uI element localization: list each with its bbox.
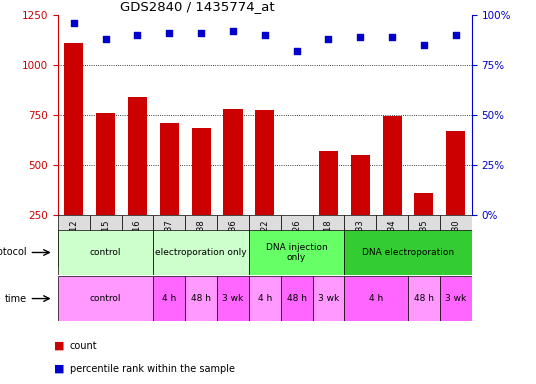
Point (292, 48, 301, 55)
Text: DNA injection
only: DNA injection only (266, 243, 327, 262)
Bar (319, 151, 338, 265)
Text: control: control (90, 248, 121, 257)
Bar (408, 276, 440, 321)
Text: GSM154237: GSM154237 (165, 219, 174, 270)
Text: GSM154236: GSM154236 (228, 219, 237, 270)
Text: 3 wk: 3 wk (318, 294, 339, 303)
Bar (122, 215, 153, 267)
Bar (185, 215, 217, 267)
Text: 3 wk: 3 wk (222, 294, 243, 303)
Bar (96, 113, 115, 265)
Bar (344, 215, 376, 267)
Bar (376, 215, 408, 267)
Bar (249, 230, 344, 275)
Point (420, 42, 428, 48)
Bar (249, 276, 281, 321)
Bar (153, 276, 185, 321)
Bar (440, 276, 472, 321)
Bar (255, 110, 274, 265)
Text: GSM154238: GSM154238 (197, 219, 206, 270)
Text: GSM154226: GSM154226 (292, 219, 301, 270)
Text: GSM154235: GSM154235 (420, 219, 428, 270)
Bar (160, 123, 179, 265)
Text: 48 h: 48 h (287, 294, 307, 303)
Point (101, 36, 110, 42)
Bar (281, 276, 312, 321)
Bar (344, 276, 408, 321)
Bar (58, 230, 153, 275)
Text: DNA electroporation: DNA electroporation (362, 248, 454, 257)
Text: GSM154222: GSM154222 (260, 219, 269, 270)
Point (70, 20, 78, 26)
Point (229, 28, 237, 35)
Bar (64, 43, 84, 265)
Text: GSM154218: GSM154218 (324, 219, 333, 270)
Text: 4 h: 4 h (258, 294, 272, 303)
Point (165, 30, 174, 36)
Bar (153, 230, 249, 275)
Text: GSM154215: GSM154215 (101, 219, 110, 270)
Text: electroporation only: electroporation only (155, 248, 247, 257)
Text: 3 wk: 3 wk (445, 294, 466, 303)
Text: percentile rank within the sample: percentile rank within the sample (70, 364, 235, 374)
Text: GSM154212: GSM154212 (69, 219, 78, 270)
Bar (344, 230, 472, 275)
Bar (90, 215, 122, 267)
Bar (217, 276, 249, 321)
Bar (351, 155, 370, 265)
Point (356, 34, 364, 40)
Bar (383, 116, 401, 265)
Text: 4 h: 4 h (162, 294, 176, 303)
Text: count: count (70, 341, 98, 351)
Bar (191, 128, 211, 265)
Point (388, 34, 397, 40)
Bar (440, 215, 472, 267)
Bar (414, 193, 434, 265)
Text: GSM154234: GSM154234 (388, 219, 397, 270)
Point (260, 32, 269, 38)
Bar (287, 223, 306, 265)
Bar (128, 97, 147, 265)
Point (197, 30, 205, 36)
Point (133, 32, 142, 38)
Bar (408, 215, 440, 267)
Bar (58, 276, 153, 321)
Bar (58, 215, 90, 267)
Bar (281, 215, 312, 267)
Text: ■: ■ (54, 341, 64, 351)
Text: time: time (5, 293, 27, 304)
Bar (224, 109, 242, 265)
Text: 48 h: 48 h (414, 294, 434, 303)
Text: 4 h: 4 h (369, 294, 383, 303)
Bar (153, 215, 185, 267)
Bar (446, 131, 465, 265)
Point (324, 36, 333, 42)
Bar (217, 215, 249, 267)
Point (451, 32, 460, 38)
Bar (249, 215, 281, 267)
Text: protocol: protocol (0, 247, 27, 258)
Text: GSM154233: GSM154233 (356, 219, 365, 270)
Text: control: control (90, 294, 121, 303)
Bar (185, 276, 217, 321)
Text: 48 h: 48 h (191, 294, 211, 303)
Text: GSM154230: GSM154230 (451, 219, 460, 270)
Bar (312, 215, 344, 267)
Text: GDS2840 / 1435774_at: GDS2840 / 1435774_at (120, 0, 274, 13)
Text: ■: ■ (54, 364, 64, 374)
Text: GSM154216: GSM154216 (133, 219, 142, 270)
Bar (312, 276, 344, 321)
